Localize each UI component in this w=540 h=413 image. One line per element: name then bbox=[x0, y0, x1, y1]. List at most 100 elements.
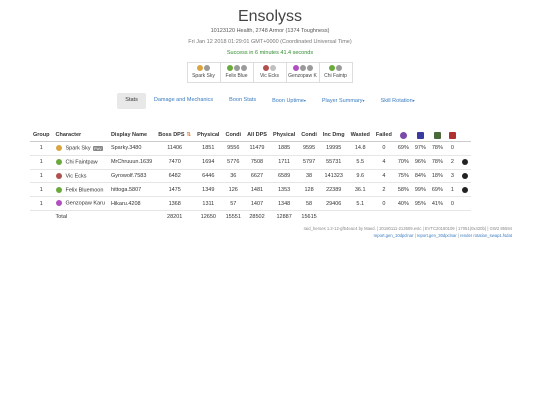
cell-p3: 18% bbox=[428, 169, 446, 184]
tab-player-summary[interactable]: Player Summary▾ bbox=[314, 93, 373, 109]
cell-empty bbox=[395, 210, 412, 223]
cell-death-marker bbox=[458, 182, 471, 198]
cell-p1: 58% bbox=[394, 182, 412, 198]
cell-p1: 69% bbox=[394, 141, 412, 156]
cell-boss-condi: 57 bbox=[222, 196, 245, 211]
tab-stats[interactable]: Stats bbox=[117, 93, 146, 109]
cell-p1: 40% bbox=[394, 196, 412, 211]
table-row[interactable]: 1 Felix Bluemoon hittoga.5807 1475 1349 126 14… bbox=[30, 182, 471, 198]
cell-character: Genzopaw Karu bbox=[52, 196, 108, 211]
cell-all-dps: 6627 bbox=[244, 169, 270, 184]
profession-icon bbox=[55, 145, 62, 152]
column-header-label: All DPS bbox=[247, 132, 267, 138]
cell-wasted: 36.1 bbox=[347, 182, 373, 198]
table-row[interactable]: 1 Chi Faintpaw MrChruuun.1639 7470 1694 5776 7… bbox=[30, 155, 471, 170]
tab-boon-stats[interactable]: Boon Stats bbox=[221, 93, 264, 109]
player-card[interactable]: Chi Faintp bbox=[318, 62, 353, 83]
column-header[interactable]: All DPS bbox=[244, 129, 270, 142]
profession-icon bbox=[306, 65, 313, 71]
cell-boss-dps: 1368 bbox=[155, 196, 195, 211]
boss-stats-line: 10123120 Health, 2748 Armor (1374 Toughn… bbox=[210, 28, 330, 34]
cell-p2: 99% bbox=[411, 182, 429, 198]
stats-table: Group Character Display Name Boss DPS ⇅ Physi… bbox=[30, 129, 471, 224]
character-name: Felix Bluemoon bbox=[65, 187, 104, 194]
cell-p3: 69% bbox=[428, 182, 446, 198]
column-header-label: Physical bbox=[272, 132, 296, 138]
footer-link-2[interactable]: report.gen_30dpclnar bbox=[416, 233, 457, 238]
cell-boss-phys: 1694 bbox=[194, 155, 223, 170]
circle-dps-icon bbox=[399, 131, 407, 139]
column-header[interactable]: Display Name bbox=[107, 129, 156, 142]
footer: raid_heroes 1.2-12-gf54eac4 by Maed. | 2… bbox=[304, 225, 512, 239]
profession-icon bbox=[336, 65, 342, 71]
column-header[interactable]: Wasted bbox=[347, 129, 373, 142]
column-header[interactable] bbox=[411, 129, 429, 142]
skull-icon bbox=[461, 158, 468, 165]
player-profession-icons bbox=[320, 65, 352, 73]
cell-empty bbox=[459, 210, 471, 223]
cell-deaths: 0 bbox=[445, 141, 459, 156]
cell-failed: 2 bbox=[372, 182, 395, 198]
column-header[interactable]: Condi bbox=[298, 129, 320, 142]
column-header[interactable] bbox=[445, 129, 459, 142]
total-all-condi: 15615 bbox=[301, 214, 317, 221]
column-header[interactable] bbox=[428, 129, 446, 142]
column-header[interactable]: Failed bbox=[372, 129, 395, 142]
column-header[interactable]: Character bbox=[52, 129, 108, 142]
cell-empty bbox=[108, 210, 155, 223]
tab-label: Boon Uptime bbox=[272, 98, 304, 104]
player-profession-icons bbox=[254, 65, 286, 73]
cell-all-phys: 1348 bbox=[269, 196, 299, 211]
cell-p2: 95% bbox=[411, 196, 429, 211]
cell-wasted: 5.1 bbox=[347, 196, 373, 211]
cell-all-condi: 128 bbox=[298, 182, 320, 198]
column-header-label: Failed bbox=[375, 132, 392, 138]
cell-death-marker bbox=[458, 196, 471, 211]
column-header[interactable] bbox=[394, 129, 412, 142]
cell-all-dps: 11479 bbox=[244, 141, 270, 156]
cell-inc: 19995 bbox=[319, 141, 348, 156]
column-header-label: Display Name bbox=[110, 132, 148, 138]
profession-icon bbox=[204, 65, 210, 71]
column-header[interactable]: Physical bbox=[194, 129, 223, 142]
cell-group: 1 bbox=[30, 182, 53, 198]
character-name: Genzopaw Karu bbox=[65, 200, 105, 207]
footer-link-3[interactable]: render rotation_swap1.fsdat bbox=[460, 233, 512, 238]
player-profession-icons bbox=[287, 65, 319, 73]
table-row[interactable]: 1 Vic Ecks Gyrowolf.7583 6482 6446 36 6627 6589… bbox=[30, 169, 471, 184]
player-card[interactable]: Genzopaw K bbox=[285, 62, 320, 83]
tab-damage-and-mechanics[interactable]: Damage and Mechanics bbox=[146, 93, 221, 109]
column-header[interactable]: Physical bbox=[269, 129, 299, 142]
cell-failed: 0 bbox=[372, 141, 395, 156]
cell-boss-dps: 1475 bbox=[155, 182, 195, 198]
cell-p3: 78% bbox=[428, 155, 446, 170]
column-header-label: Condi bbox=[225, 132, 242, 138]
player-card[interactable]: Spark Sky bbox=[186, 62, 221, 83]
cell-boss-phys: 1311 bbox=[194, 196, 223, 211]
profession-icon bbox=[270, 65, 276, 71]
column-header[interactable]: Condi bbox=[222, 129, 245, 142]
column-header[interactable]: Group bbox=[30, 129, 53, 142]
tab-skill-rotation[interactable]: Skill Rotation▾ bbox=[373, 93, 423, 109]
table-row[interactable]: 1 Spark Sky PoV Sparky.3480 11406 1851 9556 114… bbox=[30, 141, 471, 156]
profession-icon bbox=[233, 65, 240, 71]
tab-boon-uptime[interactable]: Boon Uptime▾ bbox=[264, 93, 314, 109]
cell-inc: 55731 bbox=[319, 155, 348, 170]
cell-display-name: Gyrowolf.7583 bbox=[107, 169, 156, 184]
profession-icon bbox=[299, 65, 306, 71]
column-header-label: Condi bbox=[301, 132, 317, 138]
cell-boss-condi: 9556 bbox=[222, 141, 245, 156]
cell-boss-phys: 6446 bbox=[194, 169, 223, 184]
total-boss-condi: 15551 bbox=[225, 214, 241, 221]
column-header[interactable]: Inc Dmg bbox=[319, 129, 348, 142]
total-label: Total bbox=[55, 214, 68, 221]
column-header[interactable]: Boss DPS ⇅ bbox=[155, 129, 195, 142]
footer-link-1[interactable]: report.gen_10dpclnar bbox=[373, 233, 414, 238]
table-row[interactable]: 1 Genzopaw Karu Hikaru.4208 1368 1311 57 1407 1… bbox=[30, 196, 471, 211]
column-header-label: Group bbox=[33, 132, 50, 138]
player-card[interactable]: Felix Blue bbox=[219, 62, 254, 83]
cell-display-name: MrChruuun.1639 bbox=[107, 155, 156, 170]
cell-all-phys: 1353 bbox=[269, 182, 299, 198]
cell-all-dps: 7508 bbox=[244, 155, 270, 170]
player-card[interactable]: Vic Ecks bbox=[252, 62, 287, 83]
